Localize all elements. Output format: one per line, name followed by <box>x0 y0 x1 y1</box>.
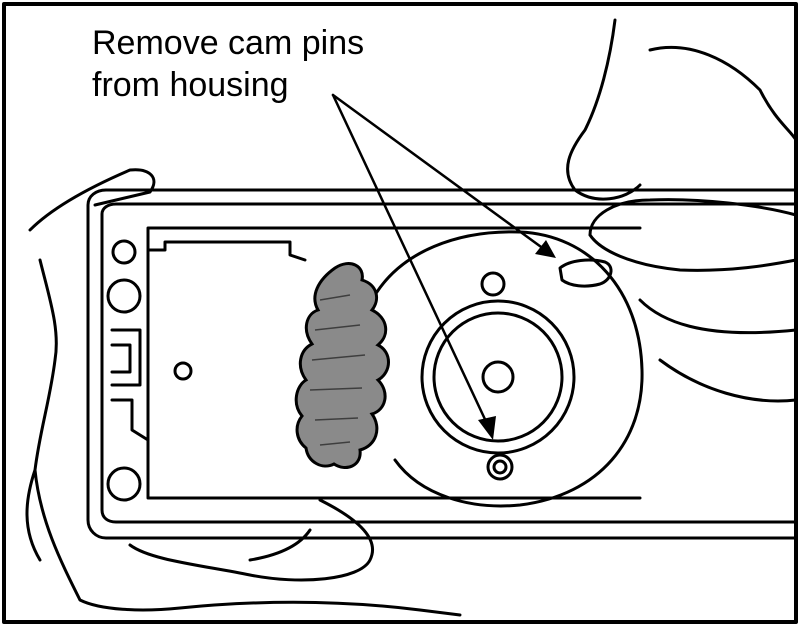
callout-line-1: Remove cam pins <box>92 24 365 62</box>
callout-arrow-upper <box>331 93 550 254</box>
recess-hole <box>173 361 193 381</box>
cam-pin-hole-bottom-outer <box>486 453 514 481</box>
arrowhead-upper <box>535 240 556 258</box>
cam-pin-hole-bottom-inner <box>492 459 508 475</box>
arrowhead-lower <box>478 416 496 440</box>
callout-arrow-lower <box>331 93 492 432</box>
cam-pin-hole-top <box>480 271 506 297</box>
cam-center-hole <box>481 360 515 394</box>
housing-inner-rim <box>100 202 798 524</box>
pin-in-fingers <box>558 258 613 288</box>
housing-recess <box>146 226 642 500</box>
screw-hole-top <box>111 239 137 265</box>
callout-line-2: from housing <box>92 66 289 104</box>
housing-outer <box>86 188 798 540</box>
cam-disc <box>370 230 644 508</box>
gasket-texture <box>309 294 366 446</box>
left-thumb <box>128 498 374 582</box>
callout-label: Remove cam pins from housing <box>92 22 364 106</box>
cam-inner-ring <box>432 311 564 443</box>
gasket-blob <box>294 262 390 469</box>
right-hand <box>566 18 798 403</box>
latch-notch <box>110 328 150 442</box>
screw-hole-lower <box>106 466 142 502</box>
left-hand <box>25 168 462 617</box>
screw-hole-upper <box>106 278 142 314</box>
cam-outer-ring <box>420 299 576 455</box>
